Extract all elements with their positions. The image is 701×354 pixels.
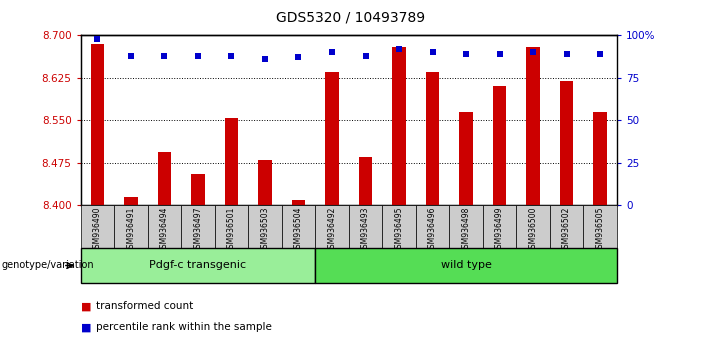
Bar [292,200,305,205]
Bar [517,205,550,248]
Text: percentile rank within the sample: percentile rank within the sample [96,322,272,332]
Bar [426,72,440,205]
Text: GSM936500: GSM936500 [529,207,538,253]
Bar [583,205,617,248]
Text: ■: ■ [81,301,91,311]
Bar [325,72,339,205]
Bar [81,248,315,283]
Text: GSM936493: GSM936493 [361,207,370,253]
Bar [282,205,315,248]
Bar [181,205,215,248]
Text: GDS5320 / 10493789: GDS5320 / 10493789 [276,11,425,25]
Bar [526,47,540,205]
Text: ■: ■ [81,322,91,332]
Bar [560,81,573,205]
Text: GSM936498: GSM936498 [461,207,470,253]
Text: GSM936496: GSM936496 [428,207,437,253]
Bar [349,205,382,248]
Text: genotype/variation: genotype/variation [1,261,94,270]
Bar [258,160,272,205]
Bar [81,205,114,248]
Bar [114,205,148,248]
Bar [382,205,416,248]
Bar [124,197,137,205]
Text: wild type: wild type [441,261,491,270]
Bar [191,174,205,205]
Bar [215,205,248,248]
Text: GSM936490: GSM936490 [93,207,102,253]
Bar [459,112,472,205]
Text: Pdgf-c transgenic: Pdgf-c transgenic [149,261,247,270]
Text: GSM936499: GSM936499 [495,207,504,253]
Text: GSM936495: GSM936495 [395,207,404,253]
Bar [483,205,517,248]
Bar [493,86,506,205]
Bar [248,205,282,248]
Bar [550,205,583,248]
Bar [225,118,238,205]
Text: GSM936502: GSM936502 [562,207,571,253]
Text: GSM936505: GSM936505 [596,207,605,253]
Bar [393,47,406,205]
Text: transformed count: transformed count [96,301,193,311]
Text: GSM936497: GSM936497 [193,207,203,253]
Bar [449,205,483,248]
Bar [315,205,349,248]
Text: GSM936503: GSM936503 [261,207,269,253]
Bar [158,152,171,205]
Text: GSM936492: GSM936492 [327,207,336,253]
Bar [90,44,104,205]
Bar [359,157,372,205]
Text: GSM936494: GSM936494 [160,207,169,253]
Text: GSM936501: GSM936501 [227,207,236,253]
Bar [594,112,607,205]
Bar [148,205,181,248]
Text: GSM936504: GSM936504 [294,207,303,253]
Text: GSM936491: GSM936491 [126,207,135,253]
Bar [315,248,617,283]
Bar [416,205,449,248]
